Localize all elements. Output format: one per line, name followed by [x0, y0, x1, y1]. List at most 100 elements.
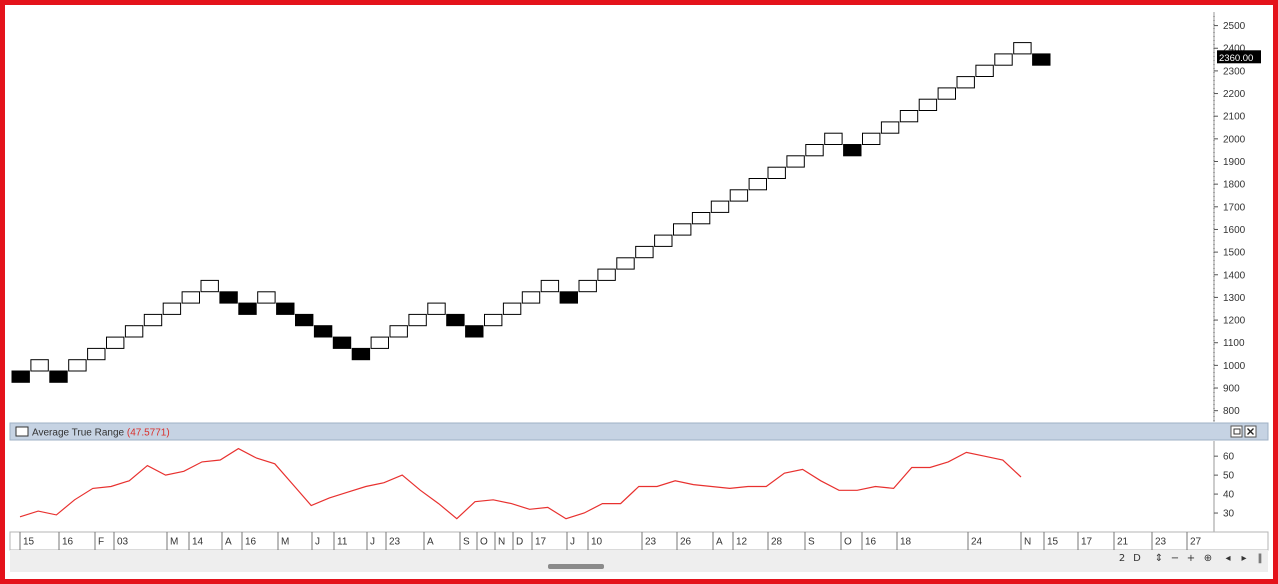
renko-brick-up	[502, 302, 522, 315]
renko-brick-up	[408, 313, 427, 327]
time-tick-label: O	[844, 537, 852, 548]
renko-brick-up	[389, 325, 408, 338]
renko-brick-up	[87, 347, 106, 361]
time-tick-label: 16	[865, 537, 877, 548]
time-tick-label: 14	[192, 537, 204, 548]
indicator-collapse-icon[interactable]	[15, 426, 29, 437]
renko-brick-down	[843, 144, 862, 157]
time-tick-label: 11	[337, 537, 348, 548]
toolbar-button-icon: ⊕	[1204, 553, 1212, 564]
toolbar-button-icon: 2	[1119, 553, 1125, 564]
toolbar-button-icon: ◂	[1225, 553, 1230, 564]
time-tick-label: 28	[771, 537, 783, 548]
price-tick-label: 800	[1223, 406, 1240, 417]
renko-brick-up	[994, 53, 1013, 66]
toolbar-button-icon: ▸	[1241, 553, 1246, 564]
price-tick-label: 1100	[1223, 338, 1245, 349]
renko-brick-up	[181, 291, 201, 304]
maximize-pane-icon[interactable]	[1230, 425, 1243, 438]
time-tick-label: J	[370, 537, 375, 548]
time-tick-label: 15	[23, 537, 35, 548]
last-price-label: 2360.00	[1219, 53, 1253, 64]
renko-brick-down	[559, 291, 578, 304]
maximize-pane-icon-inner	[1233, 428, 1241, 435]
price-axis-labels: 800 900 1000 1100 1200 1300 1400 1500 1600 1700 18…	[1214, 21, 1246, 417]
price-tick-label: 1600	[1223, 225, 1246, 236]
renko-brick-up	[162, 302, 182, 315]
time-tick-label: N	[498, 537, 505, 548]
time-tick-label: 21	[1117, 537, 1129, 548]
time-tick-label: O	[480, 537, 488, 548]
time-tick-label: 17	[535, 537, 547, 548]
atr-tick-label: 40	[1223, 490, 1235, 501]
indicator-title: Average True Range (47.5771)	[32, 428, 170, 439]
renko-brick-up	[30, 359, 49, 372]
renko-brick-up	[824, 132, 843, 145]
time-tick-label: J	[570, 537, 575, 548]
renko-brick-up	[521, 291, 541, 304]
renko-brick-up	[654, 234, 673, 247]
price-tick-label: 1400	[1223, 270, 1246, 281]
renko-brick-up	[899, 110, 919, 123]
time-tick-label: A	[225, 537, 232, 548]
time-tick-label: J	[315, 537, 320, 548]
renko-brick-down	[276, 302, 295, 315]
renko-brick-up	[805, 144, 824, 157]
renko-brick-up	[748, 178, 767, 191]
price-tick-label: 1000	[1223, 361, 1246, 372]
renko-brick-up	[68, 359, 87, 372]
renko-brick-down	[1032, 53, 1051, 66]
price-tick-label: 1500	[1223, 248, 1246, 259]
renko-brick-up	[635, 245, 654, 259]
price-tick-label: 1700	[1223, 202, 1246, 213]
renko-brick-down	[49, 370, 68, 383]
time-tick-label: 23	[645, 537, 657, 548]
renko-brick-down	[295, 313, 314, 327]
time-tick-label: N	[1024, 537, 1031, 548]
atr-tick-label: 30	[1223, 509, 1235, 520]
renko-brick-down	[446, 313, 465, 327]
renko-brick-down	[351, 347, 371, 361]
atr-tick-label: 60	[1223, 452, 1235, 463]
renko-brick-down	[465, 325, 484, 338]
renko-brick-up	[540, 279, 560, 293]
time-tick-label: 12	[736, 537, 748, 548]
time-tick-label: 16	[62, 537, 74, 548]
price-tick-label: 2100	[1223, 112, 1246, 123]
last-price-marker	[1217, 50, 1261, 64]
price-tick-label: 2200	[1223, 89, 1246, 100]
renko-brick-up	[143, 313, 163, 327]
price-pane	[10, 12, 1268, 422]
time-tick-label: 24	[971, 537, 983, 548]
time-axis-labels: 15 16 F 03 M 14 A 16 M J 11 J 23 A S O N D 17 J 10 23 26 A 12 28 S…	[19, 532, 1202, 550]
renko-brick-up	[200, 279, 219, 293]
price-tick-label: 900	[1223, 384, 1240, 395]
toolbar-button-icon: ⇕	[1155, 553, 1163, 564]
time-tick-label: 27	[1190, 537, 1202, 548]
indicator-header	[9, 422, 1269, 441]
renko-brick-up	[862, 132, 881, 145]
renko-brick-up	[956, 76, 975, 89]
time-tick-label: 15	[1047, 537, 1059, 548]
renko-brick-up	[729, 189, 749, 202]
renko-brick-up	[484, 313, 503, 327]
renko-brick-up	[257, 291, 276, 304]
time-tick-label: S	[808, 537, 815, 548]
indicator-name: Average True Range	[32, 428, 127, 439]
renko-brick-up	[691, 212, 711, 225]
scrollbar-track[interactable]	[10, 550, 1268, 572]
renko-brick-up	[918, 98, 938, 111]
price-tick-label: 2400	[1223, 44, 1246, 55]
renko-brick-up	[1013, 42, 1032, 55]
atr-axis-labels: 30 40 50 60	[1214, 452, 1235, 520]
scrollbar-thumb[interactable]	[548, 564, 604, 569]
renko-bricks	[11, 42, 1051, 383]
toolbar-button-icon: −	[1171, 553, 1179, 564]
atr-series-line	[19, 447, 1022, 520]
renko-brick-up	[106, 336, 125, 349]
time-tick-label: S	[463, 537, 470, 548]
time-tick-label: F	[98, 537, 104, 548]
price-tick-label: 1200	[1223, 316, 1246, 327]
time-tick-label: 16	[245, 537, 257, 548]
